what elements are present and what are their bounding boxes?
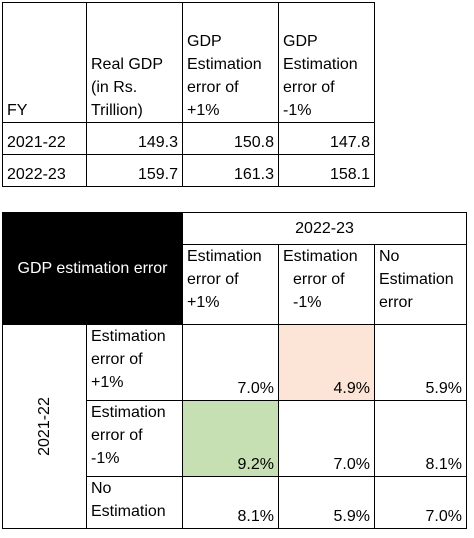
table-row: Estimation error of -1% 9.2% 7.0% 8.1% <box>3 400 467 477</box>
value-cell: 7.0% <box>278 400 375 477</box>
label-line: No <box>91 480 112 497</box>
table-row: 2021-22 Estimation error of +1% 7.0% 4.9… <box>2 324 467 529</box>
gdp-table: FY Real GDP (in Rs. Trillion) GDP Estima… <box>2 2 375 187</box>
real-gdp-cell: 159.7 <box>86 154 183 187</box>
header-line: GDP <box>283 33 318 50</box>
plus1-cell: 161.3 <box>182 154 279 187</box>
header-line: error of <box>293 271 345 288</box>
gdp-table-header-row: FY Real GDP (in Rs. Trillion) GDP Estima… <box>2 2 375 123</box>
header-line: Trillion) <box>91 102 143 119</box>
value-cell: 7.0% <box>374 476 467 529</box>
label-line: Estimation <box>91 328 166 345</box>
plus1-cell: 150.8 <box>182 122 279 155</box>
value-cell-max: 9.2% <box>182 400 279 477</box>
column-group-label: 2022-23 <box>182 212 467 245</box>
fy-cell: 2021-22 <box>2 122 87 155</box>
matrix-header-row: Estimation error of +1% Estimation error… <box>3 244 467 325</box>
estimation-error-matrix: GDP estimation error 2022-23 Estimation … <box>2 212 467 529</box>
row-group-label: 2021-22 <box>2 324 87 529</box>
label-line: Estimation <box>91 404 166 421</box>
value-cell: 7.0% <box>182 324 279 401</box>
header-line: No <box>379 248 400 265</box>
header-line: Estimation <box>187 56 262 73</box>
header-line: +1% <box>187 294 220 311</box>
label-line: error of <box>91 351 143 368</box>
label-line: +1% <box>91 374 124 391</box>
table-row: No Estimation 8.1% 5.9% 7.0% <box>3 476 467 529</box>
header-line: error of <box>187 79 239 96</box>
header-real-gdp: Real GDP (in Rs. Trillion) <box>86 2 183 123</box>
col-header-minus1: Estimation error of -1% <box>278 244 375 325</box>
header-line: Estimation <box>187 248 262 265</box>
fy-cell: 2022-23 <box>2 154 87 187</box>
header-line: Estimation <box>379 271 454 288</box>
table-row: 2022-23 159.7 161.3 158.1 <box>2 154 375 187</box>
row-label-minus1: Estimation error of -1% <box>86 400 183 477</box>
label-line: -1% <box>91 450 120 467</box>
header-line: FY <box>7 102 28 119</box>
value-cell: 5.9% <box>278 476 375 529</box>
header-line: Estimation <box>283 248 358 265</box>
header-fy: FY <box>2 2 87 123</box>
header-line: -1% <box>293 294 322 311</box>
header-plus1: GDP Estimation error of +1% <box>182 2 279 123</box>
value-cell: 8.1% <box>182 476 279 529</box>
header-line: -1% <box>283 102 312 119</box>
row-label-plus1: Estimation error of +1% <box>86 324 183 401</box>
value-cell: 8.1% <box>374 400 467 477</box>
col-header-plus1: Estimation error of +1% <box>182 244 279 325</box>
value-cell: 5.9% <box>374 324 467 401</box>
real-gdp-cell: 149.3 <box>86 122 183 155</box>
minus1-cell: 158.1 <box>278 154 375 187</box>
header-line: +1% <box>187 102 220 119</box>
header-line: GDP <box>187 33 222 50</box>
row-label-no-error: No Estimation <box>86 476 183 529</box>
col-header-no-error: No Estimation error <box>374 244 467 325</box>
header-minus1: GDP Estimation error of -1% <box>278 2 375 123</box>
header-line: error <box>379 294 413 311</box>
row-group-text: 2021-22 <box>36 397 53 456</box>
header-line: error of <box>187 271 239 288</box>
header-line: Real GDP <box>91 56 164 73</box>
table-row: 2021-22 149.3 150.8 147.8 <box>2 122 375 155</box>
label-line: Estimation <box>91 503 166 520</box>
value-cell-min: 4.9% <box>278 324 375 401</box>
matrix-group-row: GDP estimation error 2022-23 <box>2 212 467 325</box>
corner-label: GDP estimation error <box>2 212 183 325</box>
minus1-cell: 147.8 <box>278 122 375 155</box>
header-line: Estimation <box>283 56 358 73</box>
label-line: error of <box>91 427 143 444</box>
header-line: (in Rs. <box>91 79 138 96</box>
header-line: error of <box>283 79 335 96</box>
